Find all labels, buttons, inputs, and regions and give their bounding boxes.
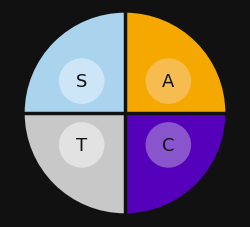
Wedge shape <box>25 14 125 114</box>
Circle shape <box>59 59 104 104</box>
Circle shape <box>59 123 104 168</box>
Circle shape <box>146 59 191 104</box>
Text: T: T <box>76 136 87 154</box>
Wedge shape <box>125 114 225 213</box>
Wedge shape <box>125 14 225 114</box>
Text: C: C <box>162 136 174 154</box>
Circle shape <box>146 123 191 168</box>
Text: S: S <box>76 73 87 91</box>
Wedge shape <box>25 114 125 213</box>
Text: A: A <box>162 73 174 91</box>
